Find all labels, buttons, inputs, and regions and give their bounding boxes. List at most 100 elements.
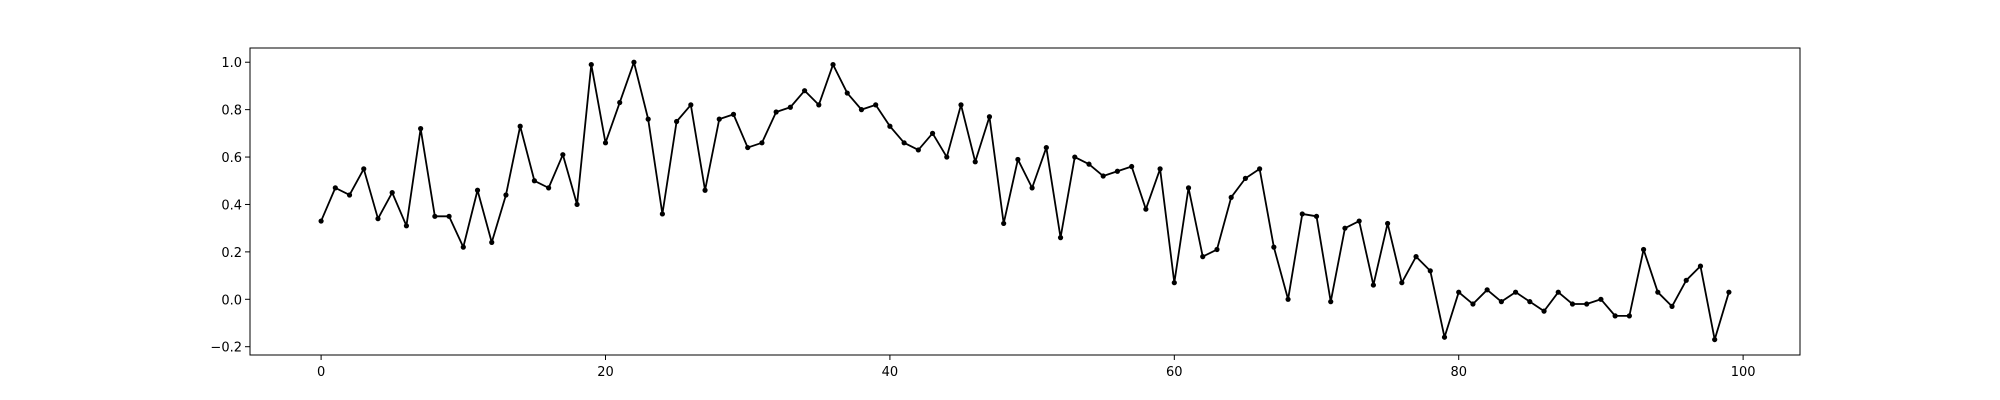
data-point	[801, 88, 808, 94]
data-point	[901, 140, 907, 146]
data-point	[1342, 225, 1348, 231]
data-point	[503, 192, 509, 198]
y-axis: −0.2 0.0 0.2 0.4 0.6 0.8 1.0	[210, 56, 250, 356]
x-tick-label: 60	[1166, 365, 1183, 380]
data-point	[1185, 185, 1192, 191]
data-point	[460, 244, 466, 250]
data-point	[944, 154, 950, 160]
data-point	[446, 213, 452, 219]
data-point	[1584, 301, 1590, 307]
data-point	[1313, 213, 1320, 219]
data-point	[631, 59, 637, 65]
data-point	[773, 109, 779, 115]
data-point	[986, 114, 993, 120]
data-point	[1456, 289, 1462, 295]
data-point	[1498, 299, 1504, 305]
data-point	[1001, 220, 1007, 227]
data-point	[674, 118, 680, 125]
data-point	[1697, 263, 1704, 269]
data-point	[1271, 244, 1277, 250]
data-point	[659, 211, 665, 217]
x-tick-label: 40	[882, 365, 899, 380]
x-axis: 0 20 40 60 80 100	[317, 355, 1756, 380]
data-point	[1043, 144, 1049, 151]
data-point	[787, 104, 793, 110]
data-point	[1413, 254, 1419, 260]
data-point	[1214, 246, 1220, 253]
data-point	[517, 123, 523, 129]
data-point	[602, 140, 609, 146]
data-point	[1427, 268, 1433, 274]
data-point	[1057, 235, 1064, 241]
data-point	[588, 61, 594, 68]
data-point	[1470, 301, 1476, 307]
series-line	[320, 61, 1730, 341]
data-point	[1029, 185, 1035, 191]
y-tick-label: 1.0	[221, 56, 242, 71]
data-point	[745, 144, 751, 151]
data-point	[546, 185, 552, 191]
data-point	[403, 223, 410, 229]
data-point	[1171, 280, 1177, 286]
data-point	[730, 111, 737, 117]
data-point	[915, 147, 921, 153]
data-point	[873, 102, 879, 108]
data-point	[361, 166, 367, 172]
data-point	[1200, 254, 1206, 260]
y-tick-label: 0.8	[221, 104, 242, 119]
data-point	[1541, 308, 1547, 314]
data-point	[1100, 173, 1106, 179]
data-point	[816, 102, 822, 108]
x-tick-label: 100	[1731, 365, 1756, 380]
data-point	[1356, 218, 1362, 224]
data-point	[1669, 303, 1675, 309]
data-point	[1640, 246, 1647, 253]
data-point	[1015, 156, 1021, 163]
data-point	[617, 99, 623, 106]
data-point	[830, 61, 836, 68]
data-point	[1441, 334, 1448, 340]
x-tick-label: 80	[1450, 365, 1467, 380]
y-tick-label: 0.4	[221, 198, 242, 213]
plot-area	[318, 59, 1732, 343]
y-tick-label: 0.6	[221, 151, 242, 166]
data-point	[844, 90, 850, 96]
data-point	[929, 130, 936, 136]
data-point	[1598, 296, 1604, 302]
data-point	[1129, 163, 1135, 170]
data-point	[375, 216, 381, 222]
data-point	[560, 152, 566, 158]
data-point	[1086, 161, 1092, 167]
data-point	[858, 107, 865, 113]
axes-frame	[249, 47, 1801, 356]
data-point	[346, 192, 353, 198]
data-point	[1385, 220, 1391, 227]
data-point	[1399, 280, 1405, 286]
data-point	[1228, 194, 1234, 200]
y-tick-label: 0.2	[221, 246, 242, 261]
data-point	[1726, 289, 1732, 295]
data-point	[318, 218, 324, 224]
x-tick-label: 20	[597, 365, 614, 380]
data-point	[389, 190, 395, 196]
data-point	[474, 187, 481, 193]
data-point	[1569, 301, 1576, 307]
data-point	[972, 159, 978, 165]
data-point	[1527, 299, 1533, 305]
data-point	[688, 102, 694, 108]
data-point	[1484, 287, 1490, 293]
data-point	[887, 123, 893, 129]
data-point	[432, 213, 438, 219]
x-tick-label: 0	[317, 365, 325, 380]
data-point	[1612, 313, 1618, 319]
data-point	[958, 102, 964, 108]
data-point	[1242, 175, 1249, 181]
data-point	[1655, 289, 1661, 295]
data-point	[1072, 154, 1078, 160]
data-point	[1257, 166, 1263, 172]
data-point	[1157, 166, 1163, 172]
data-point	[1370, 282, 1376, 288]
data-point	[1299, 211, 1305, 217]
data-point	[1328, 299, 1334, 305]
